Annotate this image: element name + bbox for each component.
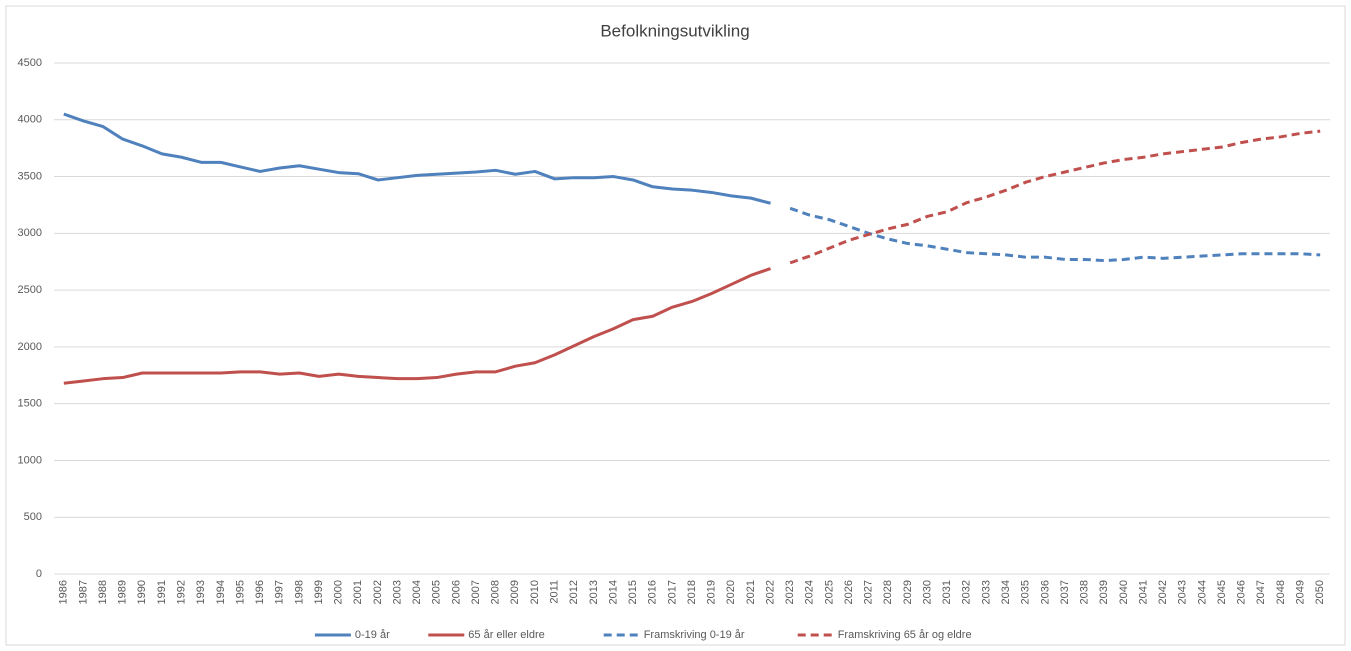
series-line [789, 206, 1321, 263]
x-tick-label: 2034 [1000, 580, 1012, 604]
x-tick-label: 1997 [274, 580, 286, 604]
x-tick-label: 2039 [1098, 580, 1110, 604]
x-tick-label: 1999 [313, 580, 325, 604]
x-tick-label: 2014 [607, 580, 619, 604]
x-tick-label: 2015 [627, 580, 639, 604]
chart-frame [5, 5, 1346, 646]
y-tick-label: 2000 [18, 341, 42, 353]
x-tick-label: 2025 [823, 580, 835, 604]
x-tick-label: 2036 [1039, 580, 1051, 604]
x-tick-label: 2004 [411, 580, 423, 604]
y-tick-label: 1000 [18, 454, 42, 466]
x-tick-label: 2038 [1079, 580, 1091, 604]
series-line [789, 129, 1321, 265]
x-tick-label: 2045 [1216, 580, 1228, 604]
x-tick-label: 1988 [97, 580, 109, 604]
x-tick-label: 1987 [77, 580, 89, 604]
y-tick-label: 0 [36, 568, 42, 580]
x-tick-label: 1996 [254, 580, 266, 604]
y-tick-label: 1500 [18, 398, 42, 410]
chart-title: Befolkningsutvikling [600, 21, 749, 40]
x-tick-label: 1989 [117, 580, 129, 604]
x-tick-label: 2019 [706, 580, 718, 604]
x-tick-label: 1992 [176, 580, 188, 604]
x-tick-label: 2022 [764, 580, 776, 604]
x-tick-label: 2017 [666, 580, 678, 604]
x-tick-label: 2035 [1020, 580, 1032, 604]
x-tick-label: 2018 [686, 580, 698, 604]
x-tick-label: 2049 [1294, 580, 1306, 604]
x-tick-label: 2002 [372, 580, 384, 604]
x-tick-label: 2011 [548, 580, 560, 604]
series-line [63, 112, 771, 205]
x-tick-label: 2016 [647, 580, 659, 604]
x-tick-label: 1993 [195, 580, 207, 604]
x-tick-label: 2030 [921, 580, 933, 604]
x-tick-label: 2031 [941, 580, 953, 604]
x-tick-label: 1991 [156, 580, 168, 604]
y-tick-label: 2500 [18, 284, 42, 296]
x-tick-label: 2013 [588, 580, 600, 604]
legend-label: Framskriving 0-19 år [644, 629, 745, 641]
x-tick-label: 1998 [293, 580, 305, 604]
y-tick-label: 3000 [18, 227, 42, 239]
x-tick-label: 2008 [490, 580, 502, 604]
x-tick-label: 1990 [136, 580, 148, 604]
x-tick-label: 2024 [804, 580, 816, 604]
series-line [63, 267, 772, 385]
x-tick-label: 2029 [902, 580, 914, 604]
y-tick-label: 4500 [18, 57, 42, 69]
legend-label: Framskriving 65 år og eldre [838, 629, 972, 641]
y-tick-label: 500 [24, 511, 42, 523]
x-tick-label: 2009 [509, 580, 521, 604]
x-tick-label: 2000 [333, 580, 345, 604]
x-tick-label: 2021 [745, 580, 757, 604]
x-tick-label: 2033 [980, 580, 992, 604]
x-tick-label: 2012 [568, 580, 580, 604]
x-tick-label: 2050 [1314, 580, 1326, 604]
x-tick-label: 2001 [352, 580, 364, 604]
x-tick-label: 2023 [784, 580, 796, 604]
y-tick-label: 3500 [18, 170, 42, 182]
x-tick-label: 2032 [961, 580, 973, 604]
legend-label: 65 år eller eldre [468, 629, 544, 641]
legend-label: 0-19 år [355, 629, 390, 641]
x-tick-label: 2046 [1236, 580, 1248, 604]
x-tick-label: 1986 [58, 580, 70, 604]
x-tick-label: 1994 [215, 580, 227, 604]
y-tick-label: 4000 [18, 114, 42, 126]
x-tick-label: 2010 [529, 580, 541, 604]
x-tick-label: 2042 [1157, 580, 1169, 604]
x-tick-label: 2003 [391, 580, 403, 604]
x-tick-label: 2044 [1196, 580, 1208, 604]
x-tick-label: 2047 [1255, 580, 1267, 604]
x-tick-label: 2007 [470, 580, 482, 604]
x-tick-label: 2043 [1177, 580, 1189, 604]
x-tick-label: 2026 [843, 580, 855, 604]
x-tick-label: 2041 [1137, 580, 1149, 604]
x-tick-label: 2027 [863, 580, 875, 604]
x-tick-label: 2028 [882, 580, 894, 604]
x-tick-label: 2005 [431, 580, 443, 604]
x-tick-label: 2006 [450, 580, 462, 604]
x-tick-label: 2037 [1059, 580, 1071, 604]
x-tick-label: 2048 [1275, 580, 1287, 604]
x-tick-label: 1995 [234, 580, 246, 604]
x-tick-label: 2020 [725, 580, 737, 604]
x-tick-label: 2040 [1118, 580, 1130, 604]
